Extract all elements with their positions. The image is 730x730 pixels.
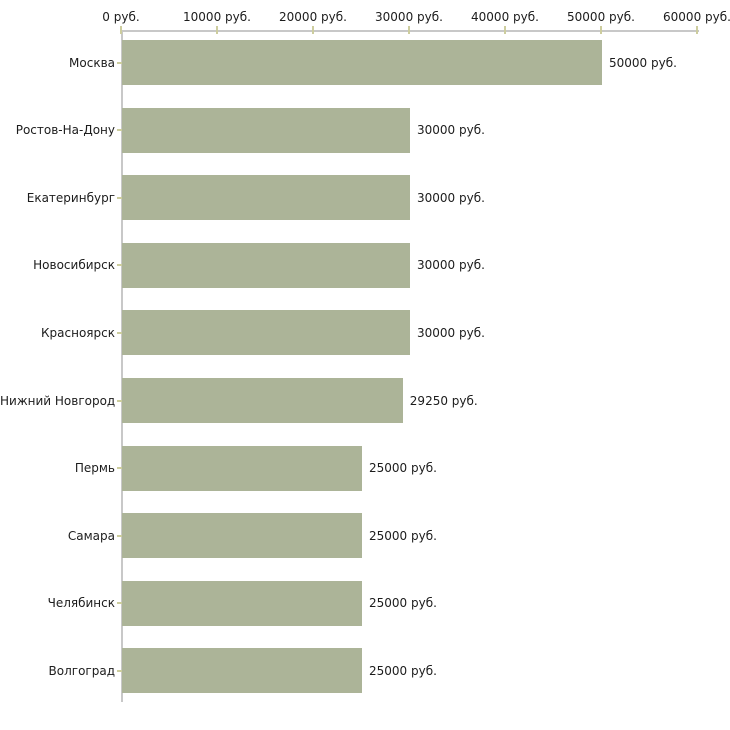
y-tick-mark [117, 331, 122, 334]
x-tick-mark [216, 26, 218, 34]
category-label: Самара [67, 528, 115, 543]
category-label: Пермь [74, 461, 115, 476]
bar [122, 107, 410, 153]
value-label: 25000 руб. [369, 461, 437, 476]
x-tick-label: 20000 руб. [279, 10, 347, 24]
value-label: 25000 руб. [369, 528, 437, 543]
value-label: 30000 руб. [417, 190, 485, 205]
x-axis-line [121, 30, 699, 32]
bar [122, 175, 410, 221]
y-tick-mark [117, 264, 122, 267]
category-label: Москва [69, 55, 115, 70]
value-label: 50000 руб. [609, 55, 677, 70]
value-label: 30000 руб. [417, 123, 485, 138]
x-tick-label: 60000 руб. [663, 10, 730, 24]
x-tick-mark [120, 26, 122, 34]
bar [122, 445, 362, 491]
x-tick-label: 30000 руб. [375, 10, 443, 24]
value-label: 25000 руб. [369, 663, 437, 678]
x-tick-label: 0 руб. [102, 10, 140, 24]
y-axis-line [121, 30, 123, 702]
value-label: 30000 руб. [417, 325, 485, 340]
x-tick-label: 10000 руб. [183, 10, 251, 24]
bar [122, 648, 362, 694]
bar [122, 242, 410, 288]
value-label: 25000 руб. [369, 596, 437, 611]
x-tick-label: 50000 руб. [567, 10, 635, 24]
x-tick-mark [600, 26, 602, 34]
category-label: Красноярск [41, 325, 115, 340]
category-label: Екатеринбург [26, 190, 115, 205]
y-tick-mark [117, 399, 122, 402]
y-tick-mark [117, 196, 122, 199]
y-tick-mark [117, 467, 122, 470]
value-label: 30000 руб. [417, 258, 485, 273]
bar [122, 580, 362, 626]
x-tick-label: 40000 руб. [471, 10, 539, 24]
bar [122, 310, 410, 356]
y-tick-mark [117, 602, 122, 605]
bar [122, 378, 403, 423]
y-tick-mark [117, 61, 122, 64]
bar [122, 513, 362, 559]
x-tick-mark [504, 26, 506, 34]
y-tick-mark [117, 129, 122, 132]
x-tick-mark [408, 26, 410, 34]
bar [122, 40, 602, 85]
category-label: Ростов-На-Дону [15, 123, 115, 138]
category-label: Нижний Новгород [0, 393, 116, 408]
x-tick-mark [696, 26, 698, 34]
category-label: Челябинск [47, 596, 115, 611]
y-tick-mark [117, 669, 122, 672]
y-tick-mark [117, 534, 122, 537]
x-tick-mark [312, 26, 314, 34]
category-label: Новосибирск [33, 258, 115, 273]
category-label: Волгоград [48, 663, 115, 678]
value-label: 29250 руб. [409, 393, 478, 408]
